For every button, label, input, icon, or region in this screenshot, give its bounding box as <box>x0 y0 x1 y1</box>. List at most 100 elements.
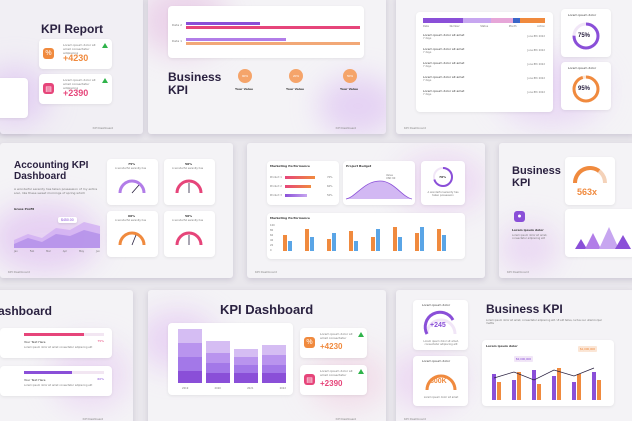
kpi-card-1[interactable]: % Lorem ipsum dolor sit amet consectetur… <box>300 328 367 358</box>
progress-label: Product 2 <box>270 185 282 188</box>
slide7-title-line1: Business <box>512 165 561 177</box>
row-text: Lorem ipsum dolor sit amet <box>423 33 465 37</box>
row-sub: Lorem ipsum dolor sit amet consectetur a… <box>24 346 93 349</box>
ring-value: 70% <box>439 175 447 179</box>
slide-dashboard-partial[interactable]: ashboard Your Text Here 75% Lorem ipsum … <box>0 290 133 421</box>
gauge-b-value: 800K <box>430 378 447 385</box>
item-label: Lorem ipsum dolor <box>512 228 544 232</box>
ring-card: 70% A wonderful serenity has taken posse… <box>421 161 465 205</box>
progress-fill <box>24 333 84 336</box>
progress-value: 50% <box>327 194 333 197</box>
table-row: Lorem ipsum dolor sit amet 7 days June 8… <box>423 89 545 96</box>
gauge-card-1-value: 75% <box>578 33 591 39</box>
combo-chart-card: Lorem ipsum dolor $3,000,000 $1,000,000 <box>482 340 614 406</box>
progress-label: Product 3 <box>270 194 282 197</box>
slide-marketing-performance[interactable]: Marketing Performance Product 1 70% Prod… <box>247 143 485 278</box>
stack-tick: 2022 <box>279 387 286 390</box>
month-tick: Jan <box>14 250 18 253</box>
th-month: Month <box>508 25 517 28</box>
stack-axis: 2019 2020 2021 2022 <box>182 387 286 390</box>
stack-tick: 2019 <box>182 387 189 390</box>
progress-bar-2 <box>285 185 311 188</box>
budget-tooltip: Value USD 90 <box>385 173 397 181</box>
budget-area-chart <box>345 180 413 200</box>
kpi-card-1-text: Lorem ipsum dolor sit amet consectetur a… <box>63 43 96 55</box>
gauge-card-b: Lorem ipsum dolor 800K Lorem ipsum dolor… <box>413 356 468 406</box>
kpi-card-2-value: +2390 <box>63 88 89 98</box>
gauge-mini-3: 60% A wonderful serenity has <box>107 211 158 257</box>
gauge-card-2: Lorem ipsum dolor 95% <box>561 62 611 110</box>
kpi-card-1[interactable]: % Lorem ipsum dolor sit amet consectetur… <box>39 39 112 69</box>
bar-data1-purple <box>186 38 286 41</box>
gauge-mini-2: 50% A wonderful serenity has <box>164 159 215 205</box>
slide-accounting-kpi[interactable]: Accounting KPI Dashboard A wonderful ser… <box>0 143 233 278</box>
budget-title: Project Budget <box>346 164 372 168</box>
pyramid-chart <box>575 227 631 249</box>
ring-gauge-2 <box>572 75 600 103</box>
percent-icon: % <box>43 48 54 59</box>
gauge-card-a: Lorem ipsum dolor +245 Lorem ipsum dolor… <box>413 300 468 350</box>
slide10-desc: Lorem ipsum dolor sit amet, consectetur … <box>486 319 602 325</box>
row-text: Lorem ipsum dolor sit amet <box>423 89 465 93</box>
progress-bar-1 <box>285 176 315 179</box>
slide-table-gauges[interactable]: Data Number Status Month Action Lorem ip… <box>396 0 632 134</box>
th-action: Action <box>537 25 545 28</box>
document-icon: ▤ <box>304 374 315 385</box>
th-data: Data <box>423 25 429 28</box>
combo-chart-title: Lorem ipsum dolor <box>486 344 518 348</box>
row-date: June 8th 2022 <box>527 91 545 94</box>
progress-fill <box>24 371 72 374</box>
up-arrow-icon <box>102 78 108 83</box>
gross-profit-label: Gross Profit <box>14 207 35 211</box>
slide9-footer: KPI Dashboard <box>335 417 356 421</box>
speed-gauge <box>573 166 607 184</box>
slide-kpi-dashboard[interactable]: KPI Dashboard <box>148 290 386 421</box>
kpi-card-1-value: +4230 <box>63 53 89 63</box>
slide7-title-line2: KPI <box>512 177 531 189</box>
slide8-footer: KPI Dashboard <box>82 417 103 421</box>
table-row: Lorem ipsum dolor sit amet 7 days June 8… <box>423 47 545 54</box>
kpi-circle-3-label: Your Value <box>340 87 358 91</box>
kpi-card-2[interactable]: ▤ Lorem ipsum dolor sit amet consectetur… <box>300 365 367 395</box>
tooltip: $450.00 <box>58 217 77 223</box>
slide-kpi-report[interactable]: KPI Report % Lorem ipsum dolor sit amet … <box>0 0 143 134</box>
gauge-mini-1-label: A wonderful serenity has <box>115 167 147 170</box>
gauge-mini-2-label: A wonderful serenity has <box>172 167 204 170</box>
y-tick: 80 <box>270 229 274 232</box>
row-sub: 7 days <box>423 65 432 68</box>
bar-chart-card: Data 2 Data 1 <box>168 6 364 58</box>
gauge-card-1-label: Lorem ipsum dolor <box>568 13 597 17</box>
progress-bar-3 <box>285 194 307 197</box>
bar-card: Marketing Performance 100 80 60 40 20 0 <box>267 213 465 259</box>
th-number: Number <box>449 25 460 28</box>
table-header-labels: Data Number Status Month Action <box>423 25 545 28</box>
arc-gauge-orange <box>425 374 457 391</box>
tag-orange: $1,000,000 <box>578 346 598 352</box>
slide4-footer: KPI Dashboard <box>404 126 426 130</box>
gauge-mini-4-value: 50% <box>185 214 193 218</box>
kpi-card-2[interactable]: ▤ Lorem ipsum dolor sit amet consectetur… <box>39 74 112 104</box>
slide-business-kpi-bars[interactable]: Data 2 Data 1 Business KPI 90% Your Valu… <box>148 0 386 134</box>
gauge-mini-2-value: 50% <box>185 162 193 166</box>
combo-bar-line-chart <box>492 367 601 400</box>
table-row: Lorem ipsum dolor sit amet 7 days June 8… <box>423 33 545 40</box>
slide-business-kpi-combo[interactable]: Lorem ipsum dolor +245 Lorem ipsum dolor… <box>396 290 632 421</box>
gauge-mini-1: 75% A wonderful serenity has <box>107 159 158 205</box>
month-tick: Mar <box>46 250 51 253</box>
slide-business-kpi-gauge[interactable]: Business KPI 563x ● Lorem ipsum dolor Lo… <box>499 143 632 278</box>
row-sub: 7 days <box>423 51 432 54</box>
kpi-circle-2: 20% <box>289 69 303 83</box>
gauge-a-text: Lorem ipsum dolor sit amet, consectetur … <box>423 340 459 346</box>
decor-glow <box>318 76 386 134</box>
gauge-b-text: Lorem ipsum dolor sit amet <box>423 396 459 399</box>
y-tick: 40 <box>270 239 274 242</box>
row-sub: 7 days <box>423 93 432 96</box>
decor-glow <box>499 223 559 273</box>
slide3-title-line1: Business <box>168 70 222 84</box>
budget-card: Project Budget Value USD 90 <box>343 161 415 205</box>
kpi-card-2-value: +2390 <box>320 379 343 388</box>
kpi-card-1-value: +4230 <box>320 342 343 351</box>
kpi-card-2-text: Lorem ipsum dolor sit amet consectetur a… <box>63 78 96 90</box>
percent-icon: % <box>304 337 315 348</box>
kpi-card-2-text: Lorem ipsum dolor sit amet consectetur <box>320 369 353 377</box>
